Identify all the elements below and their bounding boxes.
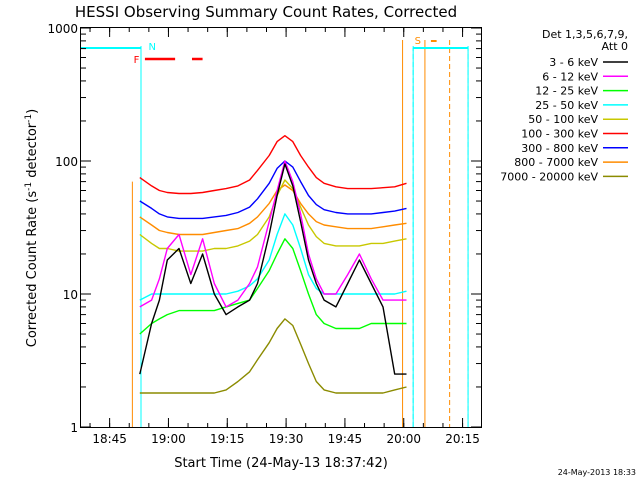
plot-frame — [80, 27, 482, 428]
y-axis-label-sup2: -1 — [24, 114, 34, 123]
x-tick-label-6: 20:15 — [445, 432, 480, 446]
y-axis-label-main: Corrected Count Rate (s — [25, 191, 40, 348]
legend-label-1: 6 - 12 keV — [542, 70, 598, 83]
y-axis-label: Corrected Count Rate (s-1 detector-1) — [24, 109, 40, 347]
flare-label: F — [134, 55, 140, 66]
y-tick-label-2: 100 — [55, 155, 78, 169]
legend-label-4: 50 - 100 keV — [528, 113, 598, 126]
legend-label-8: 7000 - 20000 keV — [500, 170, 598, 183]
y-axis-label-sup1: -1 — [24, 182, 34, 191]
x-axis: 18:45 19:00 19:15 19:30 19:45 20:00 20:15 — [89, 28, 480, 446]
series-line-3 — [139, 213, 407, 301]
x-tick-label-4: 19:45 — [328, 432, 363, 446]
x-tick-label-5: 20:00 — [386, 432, 421, 446]
x-tick-label-1: 19:00 — [151, 432, 186, 446]
chart-title: HESSI Observing Summary Count Rates, Cor… — [75, 3, 457, 21]
series-line-8 — [139, 318, 407, 394]
series-line-2 — [139, 238, 407, 335]
x-tick-label-3: 19:30 — [269, 432, 304, 446]
legend-header-detectors: Det 1,3,5,6,7,9, — [542, 28, 628, 41]
legend-label-6: 300 - 800 keV — [521, 142, 598, 155]
saa-label: S — [415, 36, 421, 47]
y-axis-label-mid: detector — [25, 122, 40, 182]
y-tick-label-0: 1 — [70, 421, 78, 435]
series-line-7 — [139, 184, 407, 236]
series-line-5 — [139, 134, 407, 195]
series-line-6 — [139, 160, 407, 220]
x-tick-label-0: 18:45 — [92, 432, 127, 446]
date-stamp: 24-May-2013 18:33 — [558, 468, 636, 477]
legend-label-2: 12 - 25 keV — [535, 85, 598, 98]
y-tick-label-1: 10 — [63, 288, 78, 302]
x-axis-label: Start Time (24-May-13 18:37:42) — [174, 456, 388, 471]
legend-label-0: 3 - 6 keV — [549, 56, 598, 69]
series-line-0 — [139, 163, 407, 375]
y-axis: 1 10 100 1000 — [47, 22, 481, 435]
series-line-1 — [139, 160, 407, 308]
legend-label-7: 800 - 7000 keV — [514, 156, 598, 169]
x-tick-label-2: 19:15 — [210, 432, 245, 446]
legend-header-attenuator: Att 0 — [602, 40, 628, 53]
night-label: N — [148, 42, 155, 53]
plot-area: NF S — [81, 36, 469, 427]
legend-label-3: 25 - 50 keV — [535, 99, 598, 112]
legend-label-5: 100 - 300 keV — [521, 128, 598, 141]
y-axis-label-end: ) — [25, 109, 40, 114]
y-tick-label-3: 1000 — [47, 22, 78, 36]
